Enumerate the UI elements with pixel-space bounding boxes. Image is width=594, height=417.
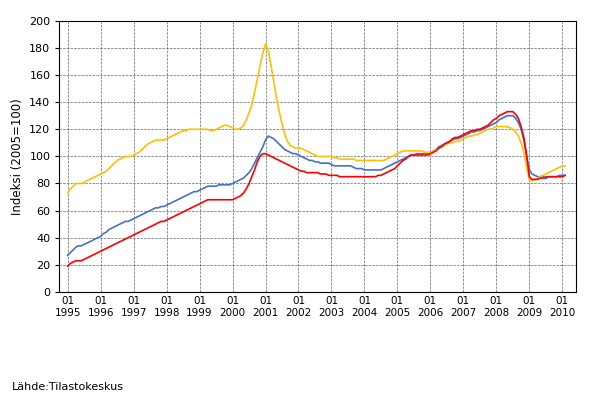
Vientiliikevaihto [289, 165, 296, 170]
Kotimaan liikevaihto [64, 191, 71, 196]
Line: Koko liikevaihto: Koko liikevaihto [68, 116, 565, 255]
Vientiliikevaihto [561, 173, 568, 178]
Kotimaan liikevaihto [386, 155, 393, 160]
Kotimaan liikevaihto [317, 154, 324, 159]
Vientiliikevaihto [64, 264, 71, 269]
Line: Kotimaan liikevaihto: Kotimaan liikevaihto [68, 44, 565, 193]
Vientiliikevaihto [311, 170, 318, 175]
Vientiliikevaihto [229, 197, 236, 202]
Kotimaan liikevaihto [267, 63, 274, 68]
Koko liikevaihto [289, 151, 296, 156]
Koko liikevaihto [314, 159, 321, 164]
Kotimaan liikevaihto [262, 41, 269, 46]
Kotimaan liikevaihto [561, 163, 568, 168]
Vientiliikevaihto [314, 170, 321, 175]
Y-axis label: Indeksi (2005=100): Indeksi (2005=100) [11, 98, 24, 215]
Vientiliikevaihto [265, 153, 272, 158]
Kotimaan liikevaihto [229, 126, 236, 131]
Koko liikevaihto [383, 165, 390, 170]
Koko liikevaihto [504, 113, 511, 118]
Koko liikevaihto [561, 173, 568, 178]
Text: Lähde:Tilastokeskus: Lähde:Tilastokeskus [12, 382, 124, 392]
Kotimaan liikevaihto [292, 146, 299, 151]
Koko liikevaihto [311, 159, 318, 164]
Kotimaan liikevaihto [314, 154, 321, 159]
Vientiliikevaihto [383, 170, 390, 175]
Koko liikevaihto [229, 181, 236, 186]
Koko liikevaihto [265, 133, 272, 138]
Koko liikevaihto [64, 253, 71, 258]
Line: Vientiliikevaihto: Vientiliikevaihto [68, 112, 565, 266]
Vientiliikevaihto [504, 109, 511, 114]
